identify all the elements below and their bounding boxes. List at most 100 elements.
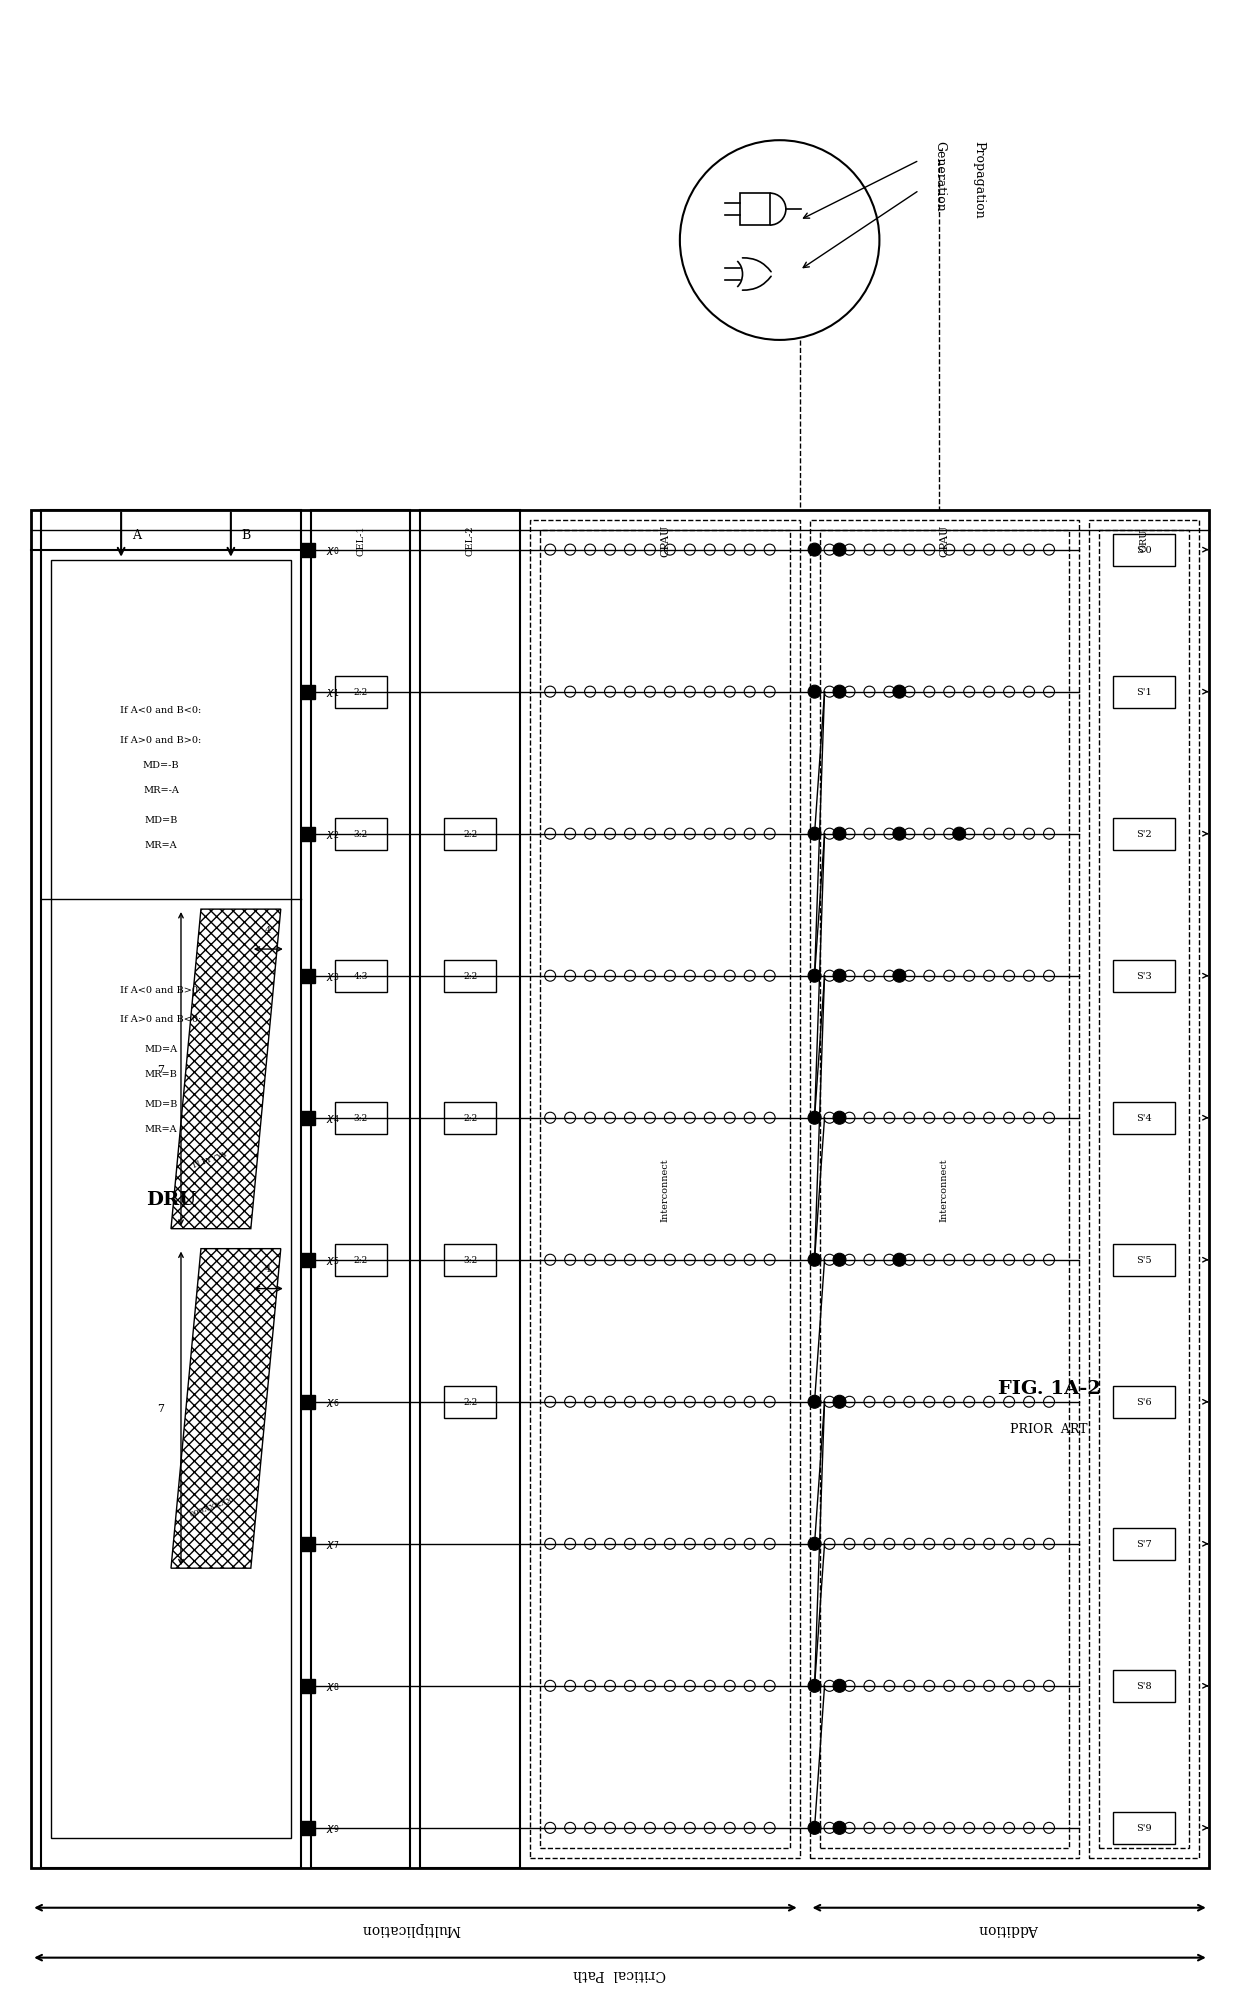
Circle shape [963, 1681, 975, 1691]
Circle shape [625, 1539, 635, 1549]
Circle shape [808, 543, 821, 557]
Circle shape [665, 1255, 676, 1265]
Text: Critical  Path: Critical Path [574, 1965, 666, 1979]
Text: $\chi_2$: $\chi_2$ [326, 827, 339, 839]
Text: MD=B: MD=B [144, 1100, 177, 1108]
FancyBboxPatch shape [1112, 817, 1174, 849]
Circle shape [924, 1822, 935, 1834]
Circle shape [584, 1681, 595, 1691]
Circle shape [625, 545, 635, 555]
Circle shape [884, 1112, 895, 1124]
Circle shape [884, 1681, 895, 1691]
Circle shape [833, 1253, 846, 1267]
Circle shape [808, 686, 821, 698]
Circle shape [924, 971, 935, 983]
Circle shape [884, 545, 895, 555]
Circle shape [1044, 1255, 1054, 1265]
Circle shape [844, 1112, 854, 1124]
Circle shape [944, 1681, 955, 1691]
Bar [301, 1253, 315, 1267]
Circle shape [904, 971, 915, 983]
Circle shape [844, 545, 854, 555]
FancyBboxPatch shape [335, 676, 387, 708]
Bar [1099, 531, 1189, 1848]
Circle shape [1003, 1112, 1014, 1124]
Circle shape [665, 545, 676, 555]
Circle shape [684, 1822, 696, 1834]
Text: 2:2: 2:2 [464, 829, 477, 839]
Circle shape [983, 1255, 994, 1265]
Text: DRU: DRU [146, 1189, 196, 1207]
Circle shape [983, 1539, 994, 1549]
Text: If A>0 and B<0:: If A>0 and B<0: [120, 1014, 202, 1024]
Circle shape [645, 1255, 656, 1265]
Circle shape [564, 1112, 575, 1124]
Circle shape [645, 1396, 656, 1408]
Circle shape [893, 1253, 906, 1267]
Text: S'5: S'5 [1136, 1255, 1152, 1265]
Circle shape [944, 1255, 955, 1265]
Circle shape [904, 1822, 915, 1834]
Circle shape [724, 971, 735, 983]
Circle shape [833, 827, 846, 841]
Circle shape [665, 1112, 676, 1124]
Circle shape [1044, 1396, 1054, 1408]
Circle shape [1023, 1539, 1034, 1549]
Circle shape [864, 1255, 875, 1265]
Circle shape [983, 971, 994, 983]
FancyBboxPatch shape [1112, 535, 1174, 567]
Text: MR=A: MR=A [145, 1124, 177, 1134]
Circle shape [544, 545, 556, 555]
Circle shape [625, 686, 635, 698]
Circle shape [684, 1255, 696, 1265]
Circle shape [724, 829, 735, 839]
Circle shape [704, 545, 715, 555]
Circle shape [625, 1112, 635, 1124]
Circle shape [744, 1539, 755, 1549]
Circle shape [983, 829, 994, 839]
Circle shape [764, 1822, 775, 1834]
Bar [41, 511, 301, 1868]
Text: 4: 4 [264, 925, 270, 935]
Circle shape [825, 1396, 835, 1408]
Circle shape [1003, 971, 1014, 983]
Text: PRIOR  ART: PRIOR ART [1011, 1422, 1087, 1436]
Text: $\chi_4$: $\chi_4$ [326, 1112, 340, 1124]
FancyBboxPatch shape [335, 817, 387, 849]
Circle shape [584, 971, 595, 983]
Circle shape [833, 686, 846, 698]
Circle shape [808, 1396, 821, 1408]
Circle shape [584, 829, 595, 839]
Circle shape [625, 1396, 635, 1408]
Bar [311, 511, 410, 1868]
Bar [420, 511, 521, 1868]
Circle shape [625, 1822, 635, 1834]
Bar [1089, 521, 1199, 1858]
Text: $\chi_3$: $\chi_3$ [326, 971, 339, 983]
Circle shape [884, 1539, 895, 1549]
Circle shape [825, 1112, 835, 1124]
Circle shape [744, 1396, 755, 1408]
Circle shape [924, 1396, 935, 1408]
Circle shape [864, 829, 875, 839]
Circle shape [884, 1396, 895, 1408]
Circle shape [963, 829, 975, 839]
Circle shape [684, 1396, 696, 1408]
Circle shape [983, 1112, 994, 1124]
Circle shape [924, 1255, 935, 1265]
Circle shape [1023, 545, 1034, 555]
Circle shape [983, 1822, 994, 1834]
Circle shape [963, 1822, 975, 1834]
Bar [301, 1537, 315, 1551]
Circle shape [1044, 1822, 1054, 1834]
Circle shape [808, 1112, 821, 1124]
Circle shape [904, 686, 915, 698]
Text: MR=B: MR=B [145, 1070, 177, 1078]
Circle shape [833, 1112, 846, 1124]
Circle shape [944, 545, 955, 555]
Circle shape [893, 827, 906, 841]
Circle shape [764, 1396, 775, 1408]
Circle shape [808, 827, 821, 841]
Circle shape [704, 1681, 715, 1691]
FancyBboxPatch shape [1112, 1102, 1174, 1134]
